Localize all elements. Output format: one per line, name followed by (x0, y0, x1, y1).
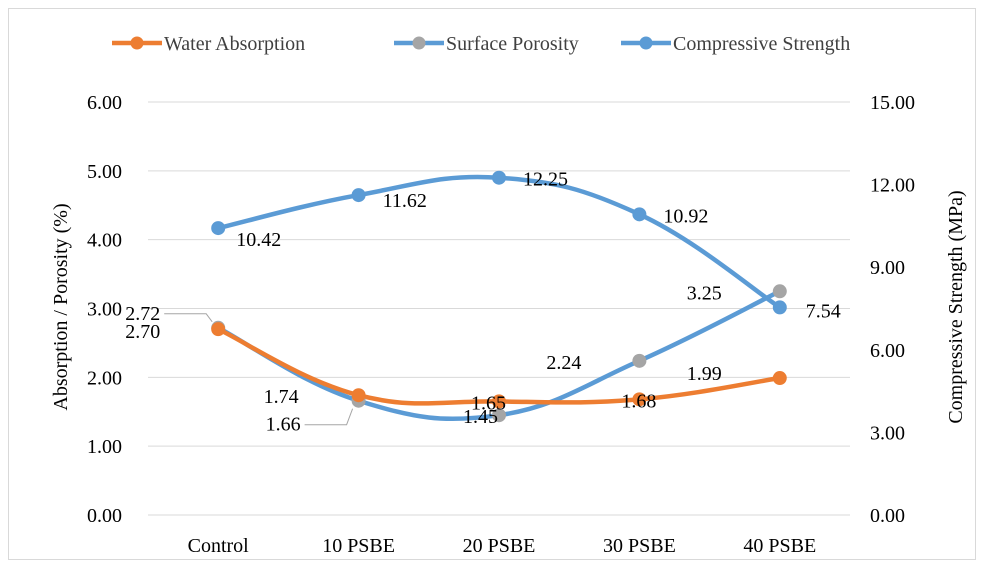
surface-porosity-legend-marker (412, 36, 426, 50)
y2-tick-label: 0.00 (870, 505, 905, 527)
water-absorption-data-label: 1.65 (471, 392, 506, 414)
right-axis-ticks: 0.00 3.00 6.00 9.00 12.00 15.00 (870, 92, 915, 527)
label-leader-line (304, 408, 354, 426)
surface-porosity-data-label: 1.45 (463, 406, 498, 428)
y-tick-label: 3.00 (87, 299, 122, 321)
x-tick-label: 30 PSBE (603, 535, 676, 557)
compressive-strength-data-label: 10.92 (663, 205, 708, 227)
water-absorption-data-label: 1.99 (687, 363, 722, 385)
x-tick-label: 20 PSBE (463, 535, 536, 557)
y2-tick-label: 12.00 (870, 175, 915, 197)
label-leader-line (164, 313, 213, 323)
y2-tick-label: 15.00 (870, 92, 915, 114)
water-absorption-marker (632, 392, 647, 407)
surface-porosity-data-label: 2.72 (125, 303, 160, 325)
data-labels: 2.70 1.74 1.65 1.68 1.99 2.72 1.66 1.45 2.24 3.25… (125, 169, 841, 436)
water-absorption-marker (772, 371, 787, 386)
y-axis-title: Absorption / Porosity (%) (50, 203, 72, 410)
compressive-strength-marker (632, 207, 647, 222)
surface-porosity-legend-label: Surface Porosity (446, 33, 579, 55)
y2-tick-label: 6.00 (870, 340, 905, 362)
water-absorption-legend-marker (130, 36, 144, 50)
surface-porosity-marker (492, 408, 506, 423)
surface-porosity-marker (772, 284, 787, 299)
y2-tick-label: 9.00 (870, 257, 905, 279)
compressive-strength-marker (351, 188, 366, 203)
left-axis-ticks: 0.00 1.00 2.00 3.00 4.00 5.00 6.00 (87, 92, 122, 527)
legend: Water Absorption Surface Porosity Compress… (112, 33, 850, 55)
compressive-strength-data-label: 7.54 (806, 300, 841, 322)
x-tick-label: 10 PSBE (322, 535, 395, 557)
compressive-strength-marker (772, 300, 787, 315)
compressive-strength-data-label: 10.42 (236, 229, 281, 251)
y-tick-label: 6.00 (87, 92, 122, 114)
surface-porosity-marker (632, 353, 647, 368)
water-absorption-marker (211, 322, 226, 337)
y-tick-label: 2.00 (87, 367, 122, 389)
surface-porosity-data-label: 3.25 (687, 282, 722, 304)
label-leader-lines (164, 313, 354, 426)
water-absorption-data-label: 1.74 (264, 386, 299, 408)
x-axis-ticks: Control 10 PSBE 20 PSBE 30 PSBE 40 PSBE (188, 535, 817, 557)
water-absorption-marker (351, 388, 366, 403)
compressive-strength-data-label: 11.62 (383, 190, 427, 212)
y-tick-label: 0.00 (87, 505, 122, 527)
compressive-strength-marker (211, 221, 226, 236)
chart-frame (8, 8, 976, 560)
x-tick-label: Control (188, 535, 250, 557)
compressive-strength-legend-label: Compressive Strength (673, 33, 850, 55)
series-markers (211, 170, 787, 423)
water-absorption-legend-label: Water Absorption (164, 33, 305, 55)
surface-porosity-data-label: 2.24 (546, 352, 581, 374)
y2-axis-title: Compressive Strength (MPa) (945, 190, 967, 423)
compressive-strength-data-label: 12.25 (523, 169, 568, 191)
compressive-strength-legend-marker (639, 36, 653, 50)
y2-tick-label: 3.00 (870, 422, 905, 444)
y-tick-label: 5.00 (87, 161, 122, 183)
y-tick-label: 4.00 (87, 230, 122, 252)
water-absorption-data-label: 2.70 (125, 321, 160, 343)
water-absorption-marker (492, 394, 506, 409)
surface-porosity-data-label: 1.66 (266, 414, 301, 436)
x-tick-label: 40 PSBE (743, 535, 816, 557)
compressive-strength-marker (492, 170, 506, 185)
y-tick-label: 1.00 (87, 436, 122, 458)
water-absorption-data-label: 1.68 (621, 390, 656, 412)
